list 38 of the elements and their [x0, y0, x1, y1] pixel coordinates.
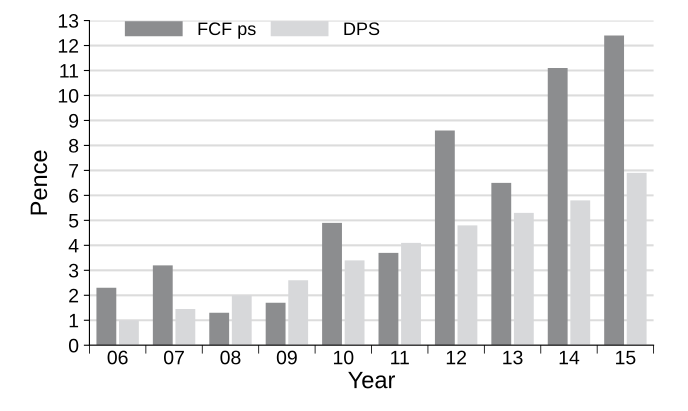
legend-label: DPS — [344, 22, 380, 36]
x-tick-label: 08 — [220, 350, 240, 364]
bar — [152, 265, 173, 346]
x-tick-label: 07 — [164, 350, 184, 364]
bar — [96, 288, 116, 346]
y-tick-label: 2 — [69, 288, 78, 302]
x-tick-label: 13 — [503, 350, 523, 364]
y-tick-label: 11 — [60, 64, 78, 78]
y-tick-label: 7 — [69, 164, 78, 178]
y-tick-label: 10 — [58, 88, 78, 103]
bar — [604, 36, 624, 346]
bar — [322, 222, 342, 346]
x-tick-label: 15 — [616, 350, 636, 364]
bar — [548, 68, 568, 346]
x-axis-title: Year — [348, 372, 395, 388]
y-tick-label: 1 — [70, 314, 78, 328]
bar — [491, 182, 512, 346]
y-axis-title: Pence — [30, 150, 48, 214]
x-tick-label: 12 — [446, 350, 466, 364]
x-tick-label: 14 — [560, 350, 580, 364]
y-tick-label: 4 — [68, 239, 78, 252]
y-tick-label: 12 — [58, 38, 78, 53]
x-tick-label: 09 — [276, 350, 297, 364]
y-tick-label: 3 — [68, 264, 78, 278]
x-tick-label: 10 — [334, 350, 354, 364]
y-tick-label: 8 — [69, 138, 78, 153]
bar — [378, 252, 398, 346]
y-tick-label: 5 — [68, 214, 78, 228]
legend-label: FCF ps — [198, 22, 256, 39]
bar — [434, 130, 455, 346]
bar — [266, 302, 286, 346]
x-tick-label: 11 — [391, 350, 409, 364]
y-tick-label: 13 — [58, 14, 78, 28]
x-tick-label: 06 — [108, 350, 128, 364]
bar — [209, 312, 230, 346]
y-tick-label: 9 — [69, 114, 78, 128]
y-tick-label: 6 — [69, 188, 78, 203]
y-tick-label: 0 — [68, 338, 78, 352]
